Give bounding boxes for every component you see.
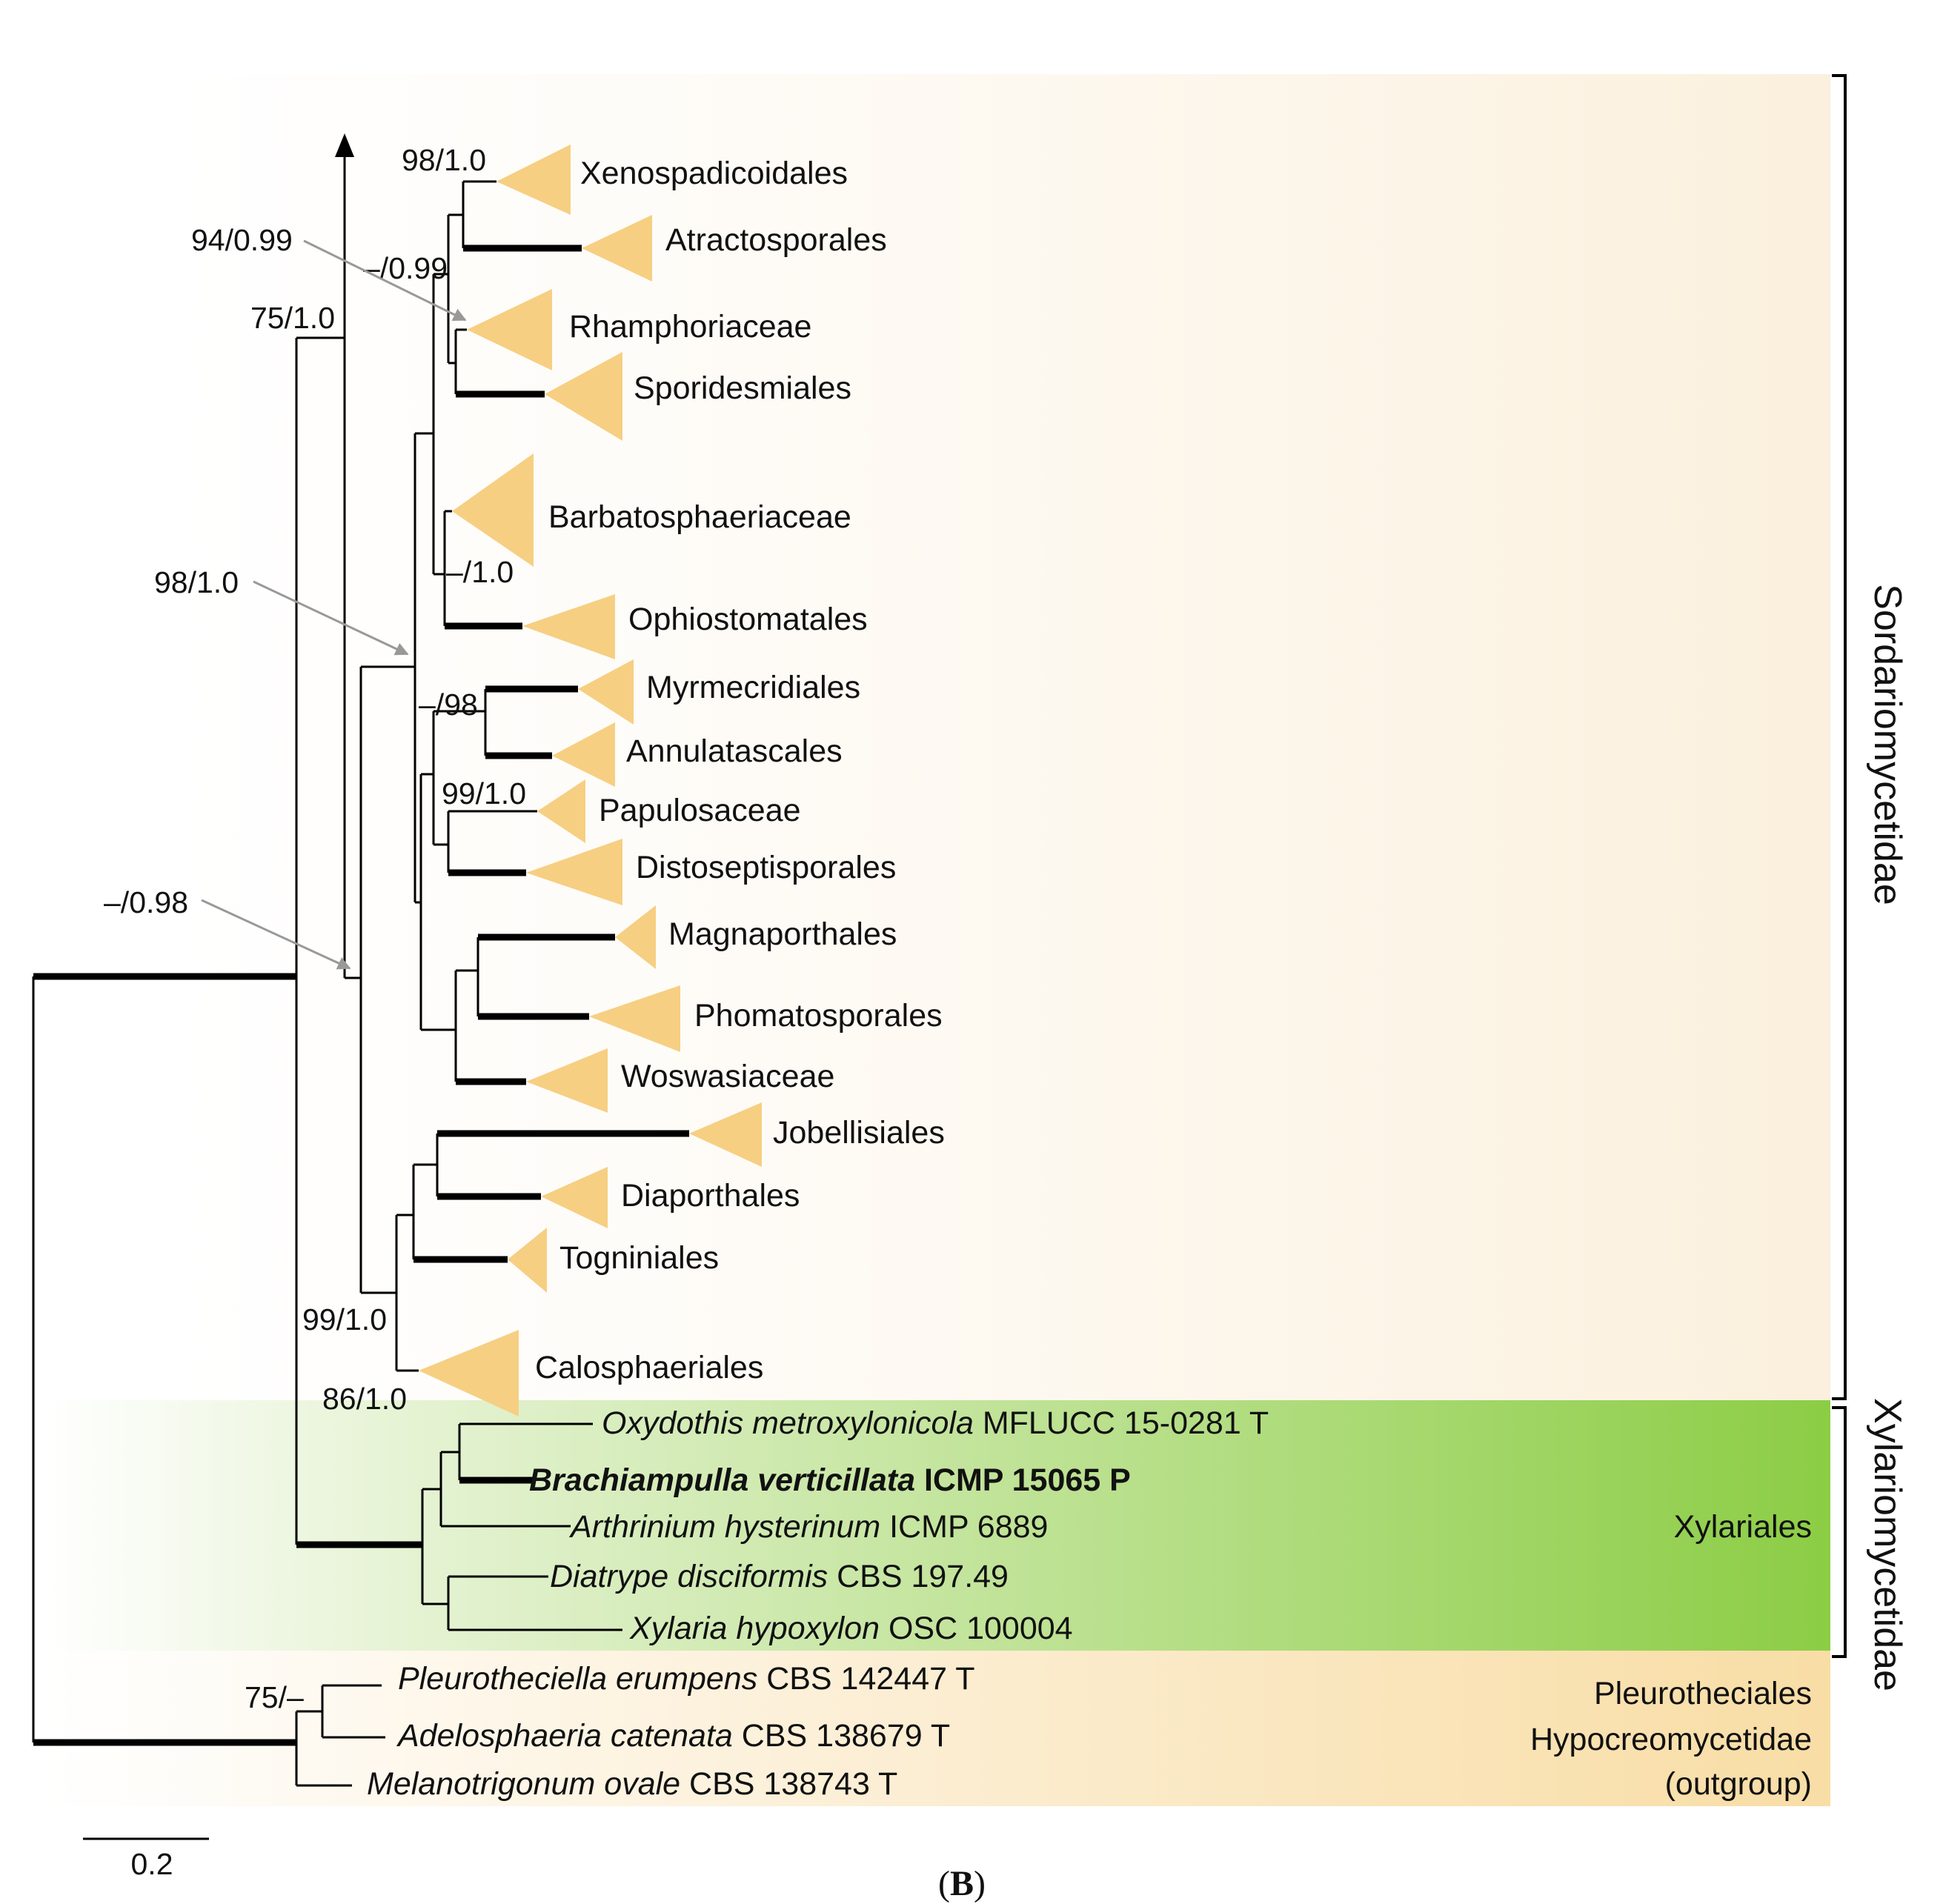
support-value: 99/1.0 <box>442 776 526 810</box>
outgroup-band <box>44 1651 1830 1806</box>
support-value: –/0.98 <box>104 885 188 919</box>
clade-label-papulosaceae: Papulosaceae <box>599 793 801 828</box>
clade-triangle-phomatosporales <box>589 985 680 1052</box>
clade-label-phomatosporales: Phomatosporales <box>694 998 943 1033</box>
support-value: –/98 <box>419 688 478 722</box>
clade-triangle-togniniales <box>508 1228 547 1293</box>
support-values: 98/1.0 94/0.99 –/0.99 75/1.0 –/1.0 98/1.… <box>104 143 526 1714</box>
clade-label-barbatosphaeriaceae: Barbatosphaeriaceae <box>548 499 851 535</box>
support-value: –/1.0 <box>446 555 514 589</box>
panel-label: (B) <box>938 1864 986 1903</box>
pointer-arrows <box>201 239 467 970</box>
taxon-melanotrigonum: Melanotrigonum ovale CBS 138743 T <box>367 1766 897 1802</box>
clade-triangle-ophiostomatales <box>522 594 615 659</box>
clade-label-calosphaeriales: Calosphaeriales <box>535 1350 763 1385</box>
clade-triangle-xenospadicoidales <box>496 144 571 215</box>
clade-label-jobellisiales: Jobellisiales <box>773 1115 945 1151</box>
clade-labels: Xenospadicoidales Atractosporales Rhamph… <box>535 156 945 1385</box>
support-value: 86/1.0 <box>322 1382 407 1416</box>
clade-label-xenospadicoidales: Xenospadicoidales <box>580 156 848 191</box>
taxon-oxydothis: Oxydothis metroxylonicola MFLUCC 15-0281… <box>602 1405 1269 1441</box>
clade-triangle-jobellisiales <box>689 1102 762 1167</box>
support-value: 75/1.0 <box>250 301 335 335</box>
clade-triangle-calosphaeriales <box>419 1330 519 1417</box>
support-value: 94/0.99 <box>191 223 293 257</box>
xylariales-label: Xylariales <box>1674 1509 1812 1545</box>
scale-bar-label: 0.2 <box>131 1847 173 1881</box>
taxon-diatrype: Diatrype disciformis CBS 197.49 <box>550 1559 1009 1594</box>
clade-triangle-atractosporales <box>582 215 652 282</box>
clade-triangle-woswasiaceae <box>526 1048 608 1113</box>
clade-label-togniniales: Togniniales <box>559 1240 719 1276</box>
xylariales-band <box>44 1400 1830 1651</box>
support-value: 98/1.0 <box>402 143 486 177</box>
taxon-xylaria: Xylaria hypoxylon OSC 100004 <box>629 1611 1073 1646</box>
outgroup-order-label: Pleurotheciales <box>1594 1676 1812 1711</box>
clade-triangle-distoseptisporales <box>526 839 622 905</box>
clade-triangle-rhamphoriaceae <box>467 289 552 370</box>
taxon-arthrinium: Arthrinium hysterinum ICMP 6889 <box>568 1509 1048 1545</box>
clade-triangle-diaporthales <box>541 1167 608 1228</box>
support-value: 99/1.0 <box>302 1302 387 1337</box>
outgroup-subclass-label: Hypocreomycetidae <box>1530 1722 1812 1757</box>
clade-label-rhamphoriaceae: Rhamphoriaceae <box>569 309 811 344</box>
support-value: –/0.99 <box>363 251 448 285</box>
clade-label-diaporthales: Diaporthales <box>621 1178 800 1214</box>
clade-triangle-sporidesmiales <box>545 352 622 441</box>
support-value: 75/– <box>245 1680 304 1714</box>
clade-triangles <box>419 144 762 1417</box>
clade-label-myrmecridiales: Myrmecridiales <box>646 670 860 705</box>
clade-label-atractosporales: Atractosporales <box>665 222 887 258</box>
taxa-labels: Oxydothis metroxylonicola MFLUCC 15-0281… <box>367 1405 1269 1802</box>
clade-label-sporidesmiales: Sporidesmiales <box>634 370 851 406</box>
clade-label-magnaporthales: Magnaporthales <box>668 916 897 952</box>
taxon-brachiampulla: Brachiampulla verticillata ICMP 15065 P <box>529 1462 1131 1498</box>
clade-triangle-barbatosphaeriaceae <box>452 453 534 567</box>
clade-triangle-myrmecridiales <box>578 659 634 725</box>
sordariomycetidae-label: Sordariomycetidae <box>1866 584 1909 905</box>
clade-label-woswasiaceae: Woswasiaceae <box>621 1059 834 1094</box>
sordariomycetidae-band <box>178 74 1830 1400</box>
subclass-brackets <box>1832 74 1847 1658</box>
xylariomycetidae-label: Xylariomycetidae <box>1866 1398 1909 1691</box>
support-value: 98/1.0 <box>154 565 239 599</box>
clade-label-distoseptisporales: Distoseptisporales <box>636 850 896 885</box>
clade-triangle-annulatascales <box>552 722 615 787</box>
clade-label-ophiostomatales: Ophiostomatales <box>628 602 868 637</box>
taxon-adelosphaeria: Adelosphaeria catenata CBS 138679 T <box>396 1718 950 1754</box>
outgroup-note-label: (outgroup) <box>1665 1766 1812 1802</box>
clade-triangle-magnaporthales <box>615 905 656 969</box>
clade-triangle-papulosaceae <box>537 779 585 843</box>
clade-label-annulatascales: Annulatascales <box>626 733 843 769</box>
tree-branches-thick <box>33 244 689 1746</box>
taxon-pleurotheciella: Pleurotheciella erumpens CBS 142447 T <box>398 1661 974 1697</box>
arrow-head-icon <box>335 133 354 157</box>
